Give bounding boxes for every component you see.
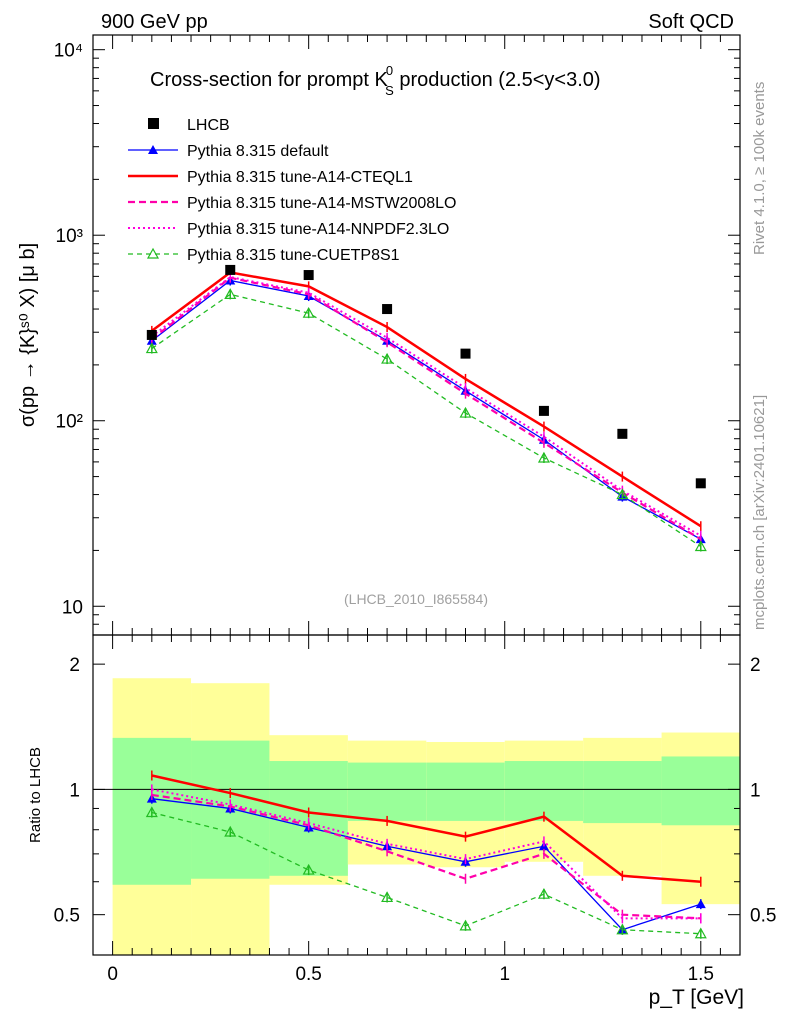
ratio-series-line-4 [151, 811, 701, 935]
xtick-label-1: 0.5 [295, 964, 321, 985]
title-sup: 0 [386, 63, 393, 78]
lhcb-point-1 [225, 264, 236, 275]
ratio-ytick-label-left-2: 2 [69, 655, 80, 676]
band-green-7 [661, 756, 740, 826]
ratio-series-marker-4-4 [459, 919, 472, 931]
main-ytick-label-1: 10² [56, 412, 83, 433]
xtick-label-0: 0 [107, 964, 118, 985]
main-series-marker-4-4 [459, 406, 472, 418]
ratio-series-marker-4-7 [694, 927, 707, 939]
ratio-series-marker-4-0 [145, 806, 158, 818]
ratio-series-layer [145, 770, 707, 939]
analysis-id: (LHCB_2010_I865584) [344, 591, 488, 607]
main-series-marker-4-2 [302, 306, 315, 318]
legend-marker-lhcb [148, 118, 159, 129]
rivet-label: Rivet 4.1.0, ≥ 100k events [751, 82, 768, 255]
ratio-frame [92, 634, 741, 956]
ratio-ytick-label-right-1: 1 [750, 780, 761, 801]
legend-label-4: Pythia 8.315 tune-CUETP8S1 [187, 247, 400, 264]
main-series-line-0 [151, 279, 702, 540]
main-series-marker-4-5 [537, 451, 550, 463]
lhcb-point-4 [460, 348, 471, 359]
band-green-5 [504, 761, 584, 821]
main-series-layer [145, 267, 707, 552]
main-series-marker-4-6 [616, 488, 629, 500]
axis-ticks: 10 10² 10³ 10⁴ 0.5 0.5 1 1 2 2 0 0.5 1 1.5 [54, 35, 776, 985]
lhcb-point-5 [538, 405, 549, 416]
ratio-series-line-2 [151, 793, 701, 920]
main-series-line-3 [151, 275, 702, 537]
band-green-4 [426, 762, 505, 821]
legend-label-0: Pythia 8.315 default [187, 143, 329, 160]
lhcb-point-7 [695, 478, 706, 489]
ratio-ytick-label-right-0: 0.5 [750, 906, 776, 927]
legend-label-2: Pythia 8.315 tune-A14-MSTW2008LO [187, 195, 456, 212]
xtick-label-3: 1.5 [688, 964, 714, 985]
ratio-ytick-label-left-0: 0.5 [54, 906, 80, 927]
x-axis-label: p_T [GeV] [649, 986, 744, 1009]
main-ytick-label-0: 10 [62, 597, 83, 618]
ratio-ytick-label-left-1: 1 [69, 780, 80, 801]
title-prefix: Cross-section for prompt K [150, 69, 389, 91]
title-sub: S [385, 83, 394, 98]
ratio-series-line-1 [151, 774, 701, 883]
ratio-series-marker-4-3 [381, 891, 394, 903]
legend-label-3: Pythia 8.315 tune-A14-NNPDF2.3LO [187, 221, 449, 238]
main-series-marker-4-1 [224, 288, 237, 299]
ratio-series-line-0 [151, 798, 701, 931]
ratio-series-marker-4-2 [302, 863, 315, 875]
legend-label-1: Pythia 8.315 tune-A14-CTEQL1 [187, 169, 413, 186]
legend-marker-0 [148, 145, 158, 154]
lhcb-point-3 [382, 304, 393, 315]
reference-points-layer [146, 264, 706, 489]
ratio-series-line-3 [151, 788, 701, 920]
title-suffix: production (2.5<y<3.0) [394, 69, 601, 91]
lhcb-point-6 [617, 428, 628, 439]
lhcb-point-2 [303, 270, 314, 281]
mcplots-label: mcplots.cern.ch [arXiv:2401.10621] [751, 395, 768, 630]
main-series-marker-4-7 [694, 540, 707, 552]
main-series-line-1 [151, 271, 702, 528]
ratio-series-marker-0-7 [695, 899, 706, 909]
lhcb-point-0 [146, 329, 157, 340]
ratio-bands [112, 678, 740, 955]
header-left: 900 GeV pp [101, 11, 208, 33]
y-axis-label-main: σ(pp → {K}ˢ⁰ X) [μ b] [17, 243, 39, 427]
main-series-marker-4-3 [381, 352, 394, 364]
legend-marker-4 [146, 247, 160, 259]
main-ytick-label-2: 10³ [56, 226, 83, 247]
xtick-label-2: 1 [499, 964, 510, 985]
main-ytick-label-3: 10⁴ [54, 41, 83, 62]
y-axis-label-ratio: Ratio to LHCB [27, 747, 44, 843]
main-series-marker-4-0 [145, 342, 158, 354]
plot-title: Cross-section for prompt K0 S production … [150, 63, 601, 98]
ratio-ytick-label-right-2: 2 [750, 655, 761, 676]
main-series-line-4 [151, 293, 702, 548]
band-green-6 [583, 761, 662, 824]
legend-label-lhcb: LHCB [187, 117, 230, 134]
header-right: Soft QCD [648, 11, 734, 33]
ratio-series-marker-4-1 [224, 825, 237, 837]
legend: LHCB Pythia 8.315 default Pythia 8.315 tun… [128, 117, 456, 264]
ratio-series-marker-4-6 [616, 923, 629, 935]
ratio-series-marker-4-5 [537, 887, 550, 899]
band-green-3 [347, 762, 427, 821]
